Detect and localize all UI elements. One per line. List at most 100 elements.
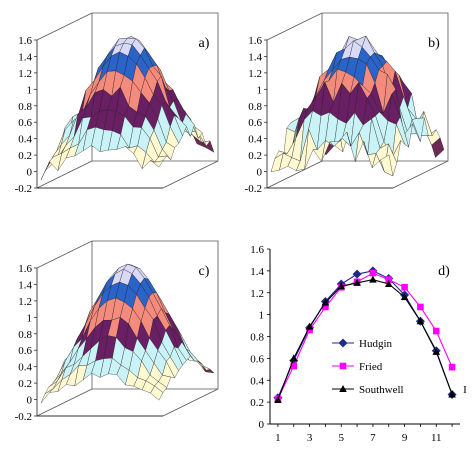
data-point bbox=[369, 275, 377, 283]
z-tick-label: 0 bbox=[27, 395, 33, 407]
axes-box: 1.6 1.4 1.2 1 0.8 0.6 0.4 0.2 0 -0.2 bbox=[15, 12, 219, 195]
panel-label: a) bbox=[199, 36, 210, 51]
data-point bbox=[274, 395, 282, 403]
side-floor-edge bbox=[266, 160, 323, 189]
data-point bbox=[448, 390, 456, 398]
surface-mesh bbox=[40, 36, 215, 181]
z-tick-label: 1.6 bbox=[18, 263, 32, 275]
back-wall bbox=[266, 12, 449, 189]
x-tick-label: 11 bbox=[431, 432, 442, 444]
data-point bbox=[385, 276, 393, 283]
data-point bbox=[401, 283, 408, 291]
data-point bbox=[400, 293, 409, 301]
data-point bbox=[352, 269, 362, 279]
legend-item: Hudgin bbox=[332, 338, 393, 350]
series-line bbox=[277, 270, 453, 398]
z-tick-label: 1 bbox=[257, 84, 263, 96]
z-tick-label: 0.4 bbox=[18, 134, 32, 146]
data-point bbox=[369, 269, 377, 277]
surface-cell bbox=[380, 154, 394, 177]
data-point bbox=[305, 322, 314, 330]
panel-label: b) bbox=[428, 36, 440, 51]
z-tick-label: 1.4 bbox=[18, 51, 32, 63]
data-point bbox=[448, 363, 456, 371]
z-tick-label: 1.2 bbox=[18, 68, 32, 80]
y-tick-label: 1 bbox=[259, 310, 265, 322]
panel-b-surface-plot: 1.6 1.4 1.2 1 0.8 0.6 0.4 0.2 0 -0.2 b) bbox=[245, 12, 449, 195]
z-tick-label: 0.6 bbox=[18, 117, 32, 129]
axes-box: 1.6 1.4 1.2 1 0.8 0.6 0.4 0.2 0 -0.2 bbox=[15, 240, 219, 423]
panel-a-surface-plot: 1.6 1.4 1.2 1 0.8 0.6 0.4 0.2 0 -0.2 a) bbox=[15, 12, 219, 195]
data-point bbox=[321, 298, 330, 306]
z-tick-label: -0.2 bbox=[15, 183, 32, 195]
legend-marker bbox=[339, 362, 347, 370]
y-tick-label: 1.2 bbox=[250, 288, 264, 300]
z-tick-label: 1.6 bbox=[248, 35, 262, 47]
legend-item: Southwell bbox=[332, 384, 404, 396]
data-point bbox=[417, 303, 424, 311]
series-southwell bbox=[274, 275, 456, 403]
z-tick-label: 0.8 bbox=[18, 101, 32, 113]
panel-label: d) bbox=[438, 264, 450, 279]
z-tick-label: 0.6 bbox=[18, 345, 32, 357]
y-tick-label: 0 bbox=[259, 419, 265, 431]
legend-label: Southwell bbox=[359, 384, 404, 396]
y-tick-label: 1.6 bbox=[250, 244, 264, 256]
x-tick-label: 3 bbox=[307, 432, 313, 444]
x-tick-label: 7 bbox=[370, 432, 376, 444]
z-tick-label: 1 bbox=[27, 312, 33, 324]
y-tick-label: 1.4 bbox=[250, 266, 264, 278]
z-tick-label: 1.2 bbox=[18, 296, 32, 308]
z-tick-label: 0.2 bbox=[18, 150, 32, 162]
data-point bbox=[432, 347, 441, 355]
z-tick-label: 0 bbox=[257, 167, 263, 179]
z-tick-label: 1.2 bbox=[248, 68, 262, 80]
z-tick-label: -0.2 bbox=[245, 183, 262, 195]
data-point bbox=[306, 326, 313, 334]
y-tick-label: 0.2 bbox=[250, 397, 264, 409]
axes: 0 0.2 0.4 0.6 0.8 1 1.2 1.4 1.6 1 3 5 7 9 11 bbox=[250, 244, 460, 444]
surface-cell bbox=[150, 385, 164, 401]
surface-mesh bbox=[40, 263, 215, 404]
y-tick-label: 0.8 bbox=[250, 332, 264, 344]
data-point bbox=[337, 282, 346, 290]
z-tick-label: 0.8 bbox=[18, 329, 32, 341]
side-floor-edge bbox=[36, 388, 93, 417]
back-wall bbox=[36, 240, 219, 417]
x-tick-label: 1 bbox=[275, 432, 281, 444]
z-tick-label: 0.8 bbox=[248, 101, 262, 113]
legend-label: Fried bbox=[359, 361, 383, 373]
series-line bbox=[277, 272, 453, 400]
surface-mesh bbox=[270, 35, 445, 177]
z-tick-label: 1.6 bbox=[18, 35, 32, 47]
x-tick-label: 9 bbox=[402, 432, 408, 444]
z-tick-label: 1 bbox=[27, 84, 33, 96]
z-tick-label: 1.4 bbox=[18, 279, 32, 291]
z-tick-label: 0.2 bbox=[18, 378, 32, 390]
data-point bbox=[322, 303, 329, 311]
panel-c-surface-plot: 1.6 1.4 1.2 1 0.8 0.6 0.4 0.2 0 -0.2 c) bbox=[15, 240, 219, 423]
data-point bbox=[353, 278, 361, 286]
data-point bbox=[290, 362, 298, 370]
series-line bbox=[277, 279, 453, 401]
x-tick-label: 5 bbox=[339, 432, 345, 444]
z-tick-label: 0.6 bbox=[248, 117, 262, 129]
legend-marker bbox=[339, 385, 347, 392]
legend: Hudgin Fried Southwell bbox=[332, 338, 404, 396]
surface-cell bbox=[150, 160, 164, 168]
z-tick-label: 0.2 bbox=[248, 150, 262, 162]
back-wall bbox=[36, 12, 219, 189]
series-hudgin bbox=[273, 266, 457, 403]
edge-mark: I bbox=[463, 384, 467, 396]
legend-marker bbox=[338, 338, 348, 348]
z-tick-label: 0.4 bbox=[248, 134, 262, 146]
panel-d-line-chart: 0 0.2 0.4 0.6 0.8 1 1.2 1.4 1.6 1 3 5 7 9 11 Hudgin Frie… bbox=[250, 244, 467, 444]
y-tick-label: 0.4 bbox=[250, 375, 264, 387]
data-point bbox=[289, 354, 298, 362]
z-tick-label: 0 bbox=[27, 167, 33, 179]
legend-item: Fried bbox=[332, 361, 383, 373]
z-tick-label: -0.2 bbox=[15, 411, 32, 423]
y-tick-label: 0.6 bbox=[250, 353, 264, 365]
legend-label: Hudgin bbox=[359, 338, 393, 350]
